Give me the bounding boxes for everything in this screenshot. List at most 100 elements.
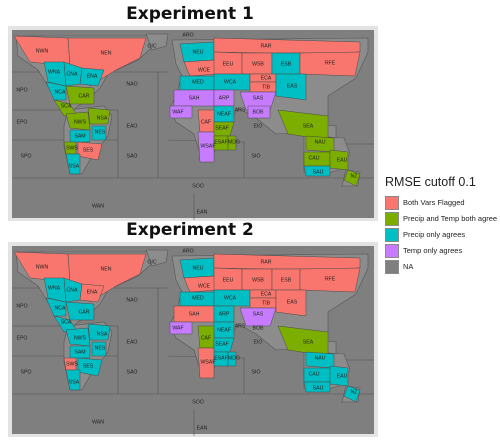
region-label: SAS — [253, 311, 264, 317]
region-label: ARS — [235, 107, 246, 113]
experiment-2-title: Experiment 2 — [126, 220, 254, 240]
region-waf — [169, 321, 193, 335]
region-label: NWN — [36, 264, 49, 270]
legend-label: Precip only agrees — [403, 230, 466, 239]
legend-swatch — [385, 227, 399, 242]
region-label: ECA — [261, 75, 272, 81]
region-label: WAF — [172, 325, 183, 331]
region-label: EPO — [17, 335, 28, 341]
region-label: NEN — [101, 266, 112, 272]
region-rfe — [299, 267, 361, 293]
region-label: SPO — [21, 369, 32, 375]
region-label: SSA — [69, 163, 80, 169]
experiment-2-map: NWN NEN GIC ARO NEU RAR WNA CNA ENA NAO WCE EEU WSB E… — [8, 242, 378, 437]
region-label: NAO — [126, 297, 137, 303]
region-label: EAN — [197, 209, 208, 215]
region-label: EAS — [287, 299, 298, 305]
region-sam — [69, 345, 91, 359]
region-label: SIO — [252, 153, 261, 159]
region-label: WAN — [92, 419, 104, 425]
region-label: WSB — [252, 277, 264, 283]
region-label: EIO — [254, 123, 263, 129]
region-label: EAO — [127, 339, 138, 345]
region-label: NWS — [74, 335, 87, 341]
region-label: CAF — [201, 119, 211, 125]
region-label: SOO — [192, 399, 204, 405]
region-nz — [343, 385, 361, 403]
region-label: SEAF — [215, 341, 229, 347]
region-nes — [91, 125, 107, 141]
region-label: NEAF — [217, 111, 231, 117]
region-label: NSA — [97, 115, 108, 121]
region-wsaf — [197, 131, 215, 163]
region-label: EAU — [337, 157, 348, 163]
region-nca — [45, 297, 67, 317]
region-label: SAM — [74, 133, 85, 139]
region-label: NWS — [74, 119, 87, 125]
legend-label: Both Vars Flagged — [403, 198, 465, 207]
region-label: WSB — [252, 61, 264, 67]
region-label: TIB — [262, 300, 271, 306]
region-label: RAR — [261, 259, 272, 265]
region-nsa — [87, 107, 111, 125]
legend-swatch — [385, 243, 399, 258]
region-label: CAU — [309, 371, 320, 377]
region-waf — [169, 105, 193, 119]
region-label: SES — [83, 363, 94, 369]
region-label: ARP — [219, 95, 230, 101]
region-eas — [275, 73, 307, 101]
region-label: EAO — [127, 123, 138, 129]
region-label: WAF — [172, 109, 183, 115]
region-label: ARO — [182, 248, 193, 254]
region-mdg — [227, 351, 237, 367]
legend-label: Precip and Temp both agree — [403, 214, 498, 223]
region-label: EIO — [254, 339, 263, 345]
region-ssa — [65, 153, 81, 175]
region-nz — [343, 169, 361, 187]
region-label: ARO — [182, 32, 193, 38]
region-label: NEU — [193, 49, 204, 55]
region-label: NWN — [36, 48, 49, 54]
land-outline — [145, 249, 169, 267]
region-label: ENA — [87, 73, 98, 79]
region-label: GIC — [147, 43, 156, 49]
region-label: NAU — [315, 139, 326, 145]
region-label: NEAF — [217, 327, 231, 333]
region-label: CNA — [67, 71, 78, 77]
region-nes — [91, 341, 107, 357]
legend-swatch — [385, 211, 399, 226]
region-label: SAO — [127, 153, 138, 159]
region-label: MDG — [228, 139, 240, 145]
region-label: ECA — [261, 291, 272, 297]
region-ses — [77, 141, 103, 161]
region-label: NES — [95, 345, 106, 351]
region-ena — [79, 67, 105, 87]
region-label: EAN — [197, 425, 208, 431]
region-label: ARP — [219, 311, 230, 317]
region-label: SSA — [69, 379, 80, 385]
region-label: WNA — [48, 69, 61, 75]
region-label: EAS — [287, 83, 298, 89]
legend-label: Temp only agrees — [403, 246, 463, 255]
experiment-1-title: Experiment 1 — [126, 4, 254, 24]
region-label: NZ — [351, 173, 358, 179]
region-label: NEU — [193, 265, 204, 271]
region-label: EEU — [223, 61, 234, 67]
region-label: SIO — [252, 369, 261, 375]
region-label: NPO — [16, 87, 27, 93]
region-car — [65, 301, 95, 321]
region-label: NPO — [16, 303, 27, 309]
legend-item: Precip and Temp both agree — [385, 211, 497, 226]
region-label: SAM — [74, 349, 85, 355]
region-label: CNA — [67, 287, 78, 293]
legend-label: NA — [403, 262, 414, 271]
region-label: WSAF — [201, 359, 216, 365]
region-label: NEN — [101, 50, 112, 56]
region-nca — [45, 81, 67, 101]
region-label: TIB — [262, 84, 271, 90]
region-label: SEAF — [215, 125, 229, 131]
region-label: SAU — [313, 169, 324, 175]
region-bob — [247, 105, 271, 119]
region-label: SAU — [313, 385, 324, 391]
region-label: CAF — [201, 335, 211, 341]
